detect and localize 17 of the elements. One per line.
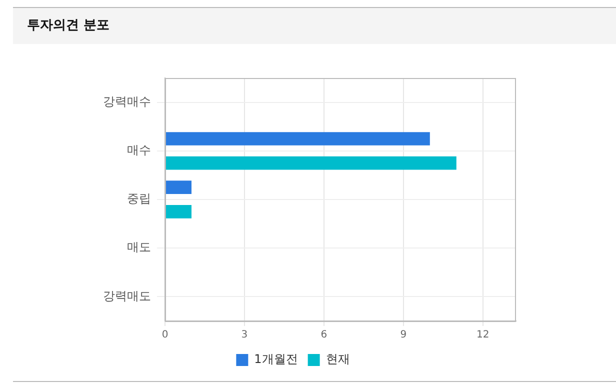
bar [166,132,430,146]
y-tick-label: 강력매도 [103,288,151,303]
bar [166,204,192,218]
y-tick-label: 매도 [127,240,151,254]
legend-label: 1개월전 [254,352,298,366]
x-tick-label: 0 [162,330,168,341]
x-tick-label: 12 [476,330,490,341]
x-tick-label: 3 [241,330,248,341]
y-tick-label: 강력매수 [103,94,151,108]
y-tick-label: 매수 [127,143,151,158]
bar [166,156,456,170]
y-tick-label: 중립 [127,192,151,206]
legend-label: 현재 [326,352,350,366]
x-tick-label: 9 [400,330,407,341]
x-tick-label: 6 [320,330,328,341]
bar [166,180,192,194]
chart-title: 투자의견 분포 [13,8,616,44]
